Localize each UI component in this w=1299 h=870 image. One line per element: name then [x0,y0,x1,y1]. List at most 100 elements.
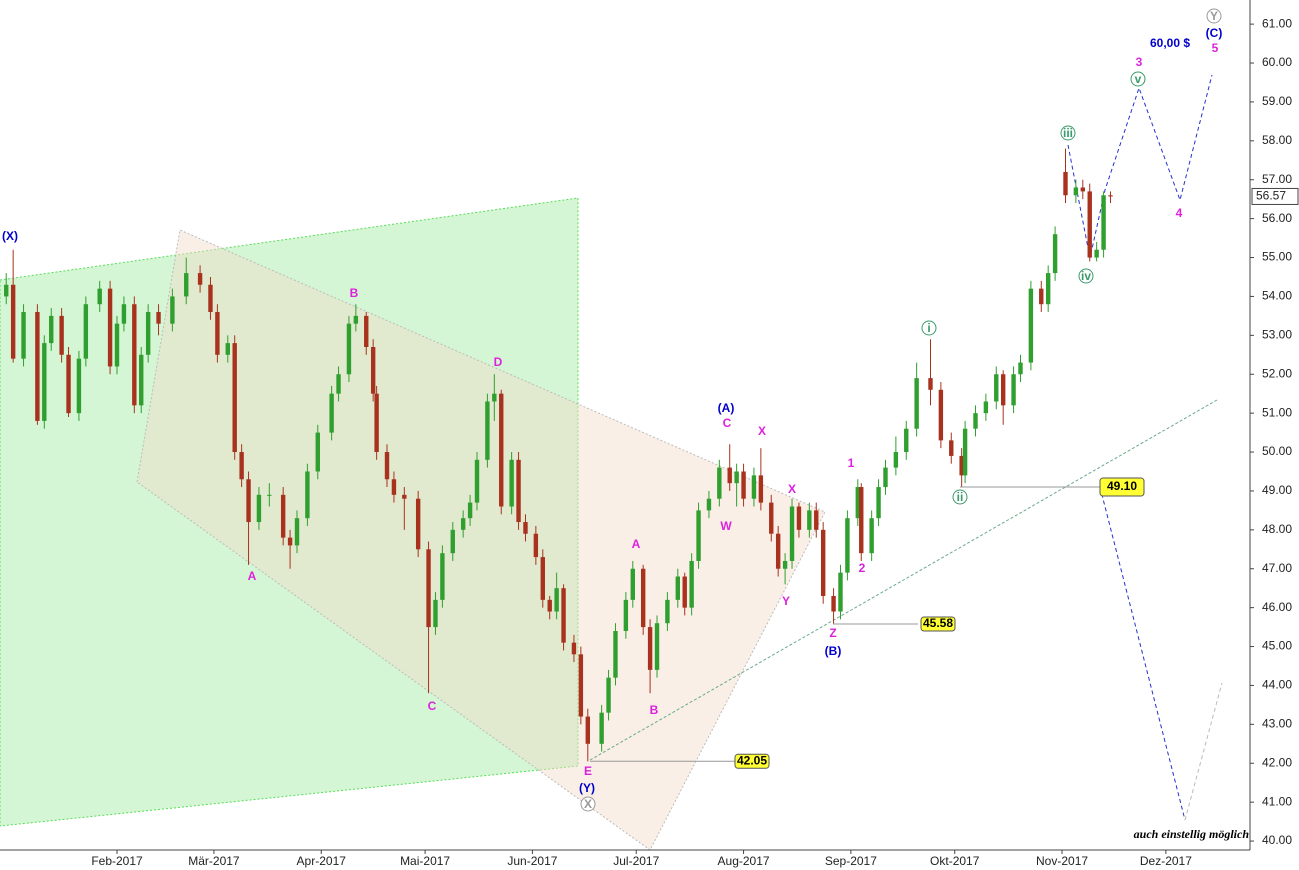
candle-body [775,533,781,569]
candle-body [585,716,590,744]
wave-label: X [788,482,796,496]
x-tick-label: Mär-2017 [188,854,240,868]
candle-body [21,311,26,359]
candle-body [232,343,237,453]
candle-body [59,315,64,355]
x-tick-label: Aug-2017 [718,854,770,868]
candle-body [460,518,466,530]
circled-label: i [927,321,930,335]
x-tick-label: Sep-2017 [825,854,877,868]
candle-body [42,343,47,421]
candle-body [391,479,397,495]
level-box [1099,477,1145,497]
candle-body [1063,171,1068,196]
candle-body [10,284,16,359]
wave-label: (A) [718,401,735,415]
circled-label: v [1135,72,1142,86]
wave-label: 1 [848,456,855,470]
candle-body [114,323,120,367]
x-tick-label: Jul-2017 [613,854,659,868]
candle-body [1101,195,1106,250]
candle-body [225,343,230,355]
candle-body [433,599,438,628]
y-tick-label: 54.00 [1262,289,1292,303]
candle-body [623,599,629,631]
candle-body [734,471,739,484]
y-tick-label: 52.00 [1262,366,1292,380]
candle-body [727,467,732,484]
y-tick-label: 60.00 [1262,55,1292,69]
candle-body [384,452,390,480]
candle-body [682,576,687,608]
candle-body [578,654,584,717]
circled-label: ii [957,490,964,504]
candle-body [630,568,635,600]
candle-body [869,518,874,554]
candle-body [994,374,999,402]
candle-body [1087,191,1092,258]
candle-body [156,311,161,324]
candle-body [758,475,764,503]
wave-label: (X) [2,229,18,243]
candle-body [353,315,359,324]
candle-body [516,459,521,523]
level-box [920,616,956,632]
candle-body [485,401,490,460]
candle-body [949,440,954,456]
level-label: 45.58 [923,616,953,630]
candle-body [606,677,611,713]
projection-gray [1184,682,1223,821]
y-tick-label: 43.00 [1262,717,1292,731]
y-tick-label: 58.00 [1262,133,1292,147]
candle-body [450,529,455,554]
level-label: 49.10 [1107,479,1137,493]
candle-body [751,475,757,499]
circled-label: X [584,797,592,811]
candle-body [492,393,497,402]
projection-down [1099,486,1186,821]
candle-body [305,471,310,519]
candle-body [654,623,660,670]
wave-label: B [350,286,359,300]
candle-body [467,502,473,519]
level-box [734,753,770,769]
level-label: 42.05 [737,753,767,767]
candle-body [1073,187,1079,196]
candle-body [215,311,220,355]
x-tick-label: Okt-2017 [930,854,980,868]
y-tick-label: 55.00 [1262,250,1292,264]
candle-body [855,487,860,519]
y-tick-label: 42.00 [1262,755,1292,769]
wave-label: Z [829,626,836,640]
candle-body [640,568,646,628]
wave-label: E [584,764,592,778]
wave-label: 2 [859,561,866,575]
candle-body [315,432,320,472]
candle-body [796,506,802,530]
candle-body [280,494,286,538]
candle-body [665,599,670,624]
wave-label: C [428,699,437,713]
candle-body [1094,249,1099,258]
y-tick-label: 59.00 [1262,94,1292,108]
wave-label: A [248,569,257,583]
candle-body [121,304,127,324]
candle-body [938,389,944,441]
note: auch einstellig möglich [1134,827,1250,841]
wave-label: X [758,424,766,438]
y-tick-label: 50.00 [1262,444,1292,458]
circled-label-ring [921,320,937,336]
y-tick-label: 45.00 [1262,639,1292,653]
candle-body [523,522,528,534]
candle-body [1045,273,1051,305]
x-tick-label: Feb-2017 [91,854,143,868]
wave-label: C [723,416,732,430]
candle-body [561,588,566,643]
candle-body [132,304,137,406]
triangle-pattern [136,229,826,851]
candle-body [1080,187,1086,192]
circled-label-ring [1130,71,1146,87]
x-tick-label: Apr-2017 [297,854,347,868]
